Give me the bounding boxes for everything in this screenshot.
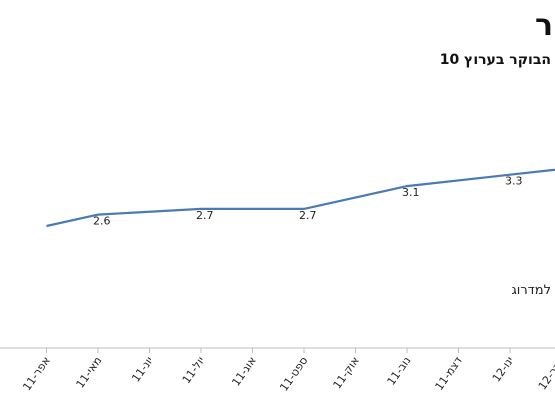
x-tick-label: אוק-11 (331, 354, 362, 391)
chart-subtitle: הבוקר בערוץ 10 (439, 52, 551, 68)
chart-title: ר (534, 8, 553, 43)
x-tick-label: אפר-11 (20, 354, 53, 393)
data-label: 2.6 (93, 215, 111, 228)
x-tick-label: דצמ-11 (433, 354, 465, 393)
data-label: 2.7 (299, 209, 317, 222)
x-tick-label: מאי-11 (74, 354, 105, 390)
data-label: 3.3 (505, 175, 523, 188)
data-label: 3.1 (402, 186, 420, 199)
x-tick-label: אוג-11 (229, 354, 258, 388)
x-tick-label: ינו-12 (490, 354, 517, 384)
x-tick-label: ספט-11 (277, 354, 310, 394)
data-label: 2.7 (196, 209, 214, 222)
chart-note: למדרוג (511, 283, 551, 298)
x-tick-label: מרץ-11 (0, 354, 1, 392)
x-tick-label: נוב-11 (385, 354, 414, 387)
x-tick-label: פבר-12 (536, 354, 555, 392)
x-tick-label: יול-11 (180, 354, 208, 386)
x-tick-label: יונ-11 (129, 354, 156, 384)
series-line (46, 168, 555, 228)
